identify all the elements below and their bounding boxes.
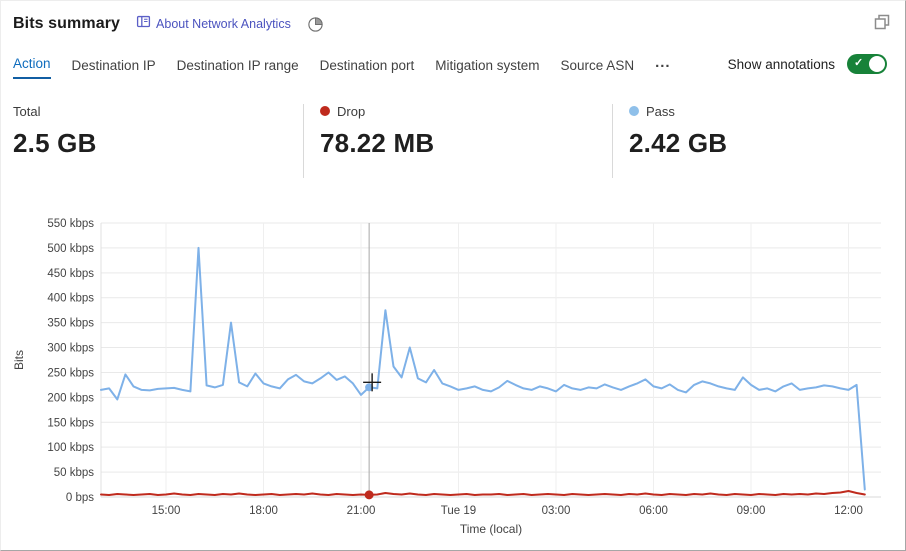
about-link[interactable]: About Network Analytics: [136, 14, 291, 34]
svg-text:250 kbps: 250 kbps: [47, 367, 94, 379]
pass-label: Pass: [646, 103, 675, 119]
page-title: Bits summary: [13, 15, 121, 32]
drop-label: Drop: [337, 103, 366, 119]
total-label: Total: [13, 103, 41, 119]
svg-text:Time (local): Time (local): [460, 522, 522, 536]
svg-text:500 kbps: 500 kbps: [47, 243, 94, 255]
svg-text:400 kbps: 400 kbps: [47, 293, 94, 305]
checkmark-icon: ✓: [854, 57, 864, 69]
show-annotations-control: Show annotations ✓: [728, 54, 887, 74]
open-in-new-window-icon[interactable]: [872, 12, 892, 37]
svg-text:200 kbps: 200 kbps: [47, 392, 94, 404]
svg-text:150 kbps: 150 kbps: [47, 417, 94, 429]
panel-header: Bits summary About Network Analytics: [13, 14, 324, 34]
about-link-label: About Network Analytics: [156, 17, 291, 31]
svg-text:Tue 19: Tue 19: [441, 505, 476, 517]
drop-legend-dot: [320, 106, 330, 116]
card-divider: [303, 104, 304, 178]
svg-text:450 kbps: 450 kbps: [47, 268, 94, 280]
pass-card: Pass 2.42 GB: [629, 102, 727, 159]
svg-text:03:00: 03:00: [542, 505, 571, 517]
show-annotations-toggle[interactable]: ✓: [847, 54, 887, 74]
dimension-tabs: Action Destination IP Destination IP ran…: [13, 54, 671, 79]
more-tabs-button[interactable]: ...: [655, 54, 671, 71]
tab-destination-port[interactable]: Destination port: [319, 58, 415, 73]
tab-source-asn[interactable]: Source ASN: [560, 58, 635, 73]
svg-text:18:00: 18:00: [249, 505, 278, 517]
svg-text:Bits: Bits: [12, 350, 26, 370]
svg-text:50 kbps: 50 kbps: [54, 467, 95, 479]
show-annotations-label: Show annotations: [727, 56, 835, 72]
time-range-icon[interactable]: [307, 16, 324, 33]
chart-canvas[interactable]: 0 bps 50 kbps 100 kbps 150 kbps 200 kbps 250 …: [1, 196, 906, 551]
pass-legend-dot: [629, 106, 639, 116]
total-value: 2.5 GB: [13, 128, 97, 158]
tab-destination-ip[interactable]: Destination IP: [71, 58, 156, 73]
pass-value: 2.42 GB: [629, 128, 728, 158]
svg-text:550 kbps: 550 kbps: [47, 218, 94, 230]
book-icon: [136, 14, 151, 34]
svg-text:0 bps: 0 bps: [66, 492, 94, 504]
bits-time-series-chart[interactable]: 0 bps 50 kbps 100 kbps 150 kbps 200 kbps 250 …: [1, 196, 906, 551]
svg-text:300 kbps: 300 kbps: [47, 343, 94, 355]
toggle-knob: [869, 56, 885, 72]
svg-text:12:00: 12:00: [834, 505, 863, 517]
svg-text:09:00: 09:00: [737, 505, 766, 517]
svg-text:350 kbps: 350 kbps: [47, 318, 94, 330]
svg-text:06:00: 06:00: [639, 505, 668, 517]
svg-text:100 kbps: 100 kbps: [47, 442, 94, 454]
drop-card: Drop 78.22 MB: [320, 102, 434, 159]
drop-value: 78.22 MB: [320, 128, 435, 158]
svg-text:21:00: 21:00: [347, 505, 376, 517]
card-divider: [612, 104, 613, 178]
tab-destination-ip-range[interactable]: Destination IP range: [176, 58, 299, 73]
svg-text:15:00: 15:00: [152, 505, 181, 517]
tab-action[interactable]: Action: [13, 56, 51, 79]
summary-cards: Total 2.5 GB Drop 78.22 MB Pass 2.42 GB: [1, 102, 905, 180]
total-card: Total 2.5 GB: [13, 102, 97, 159]
tab-mitigation-system[interactable]: Mitigation system: [435, 58, 540, 73]
